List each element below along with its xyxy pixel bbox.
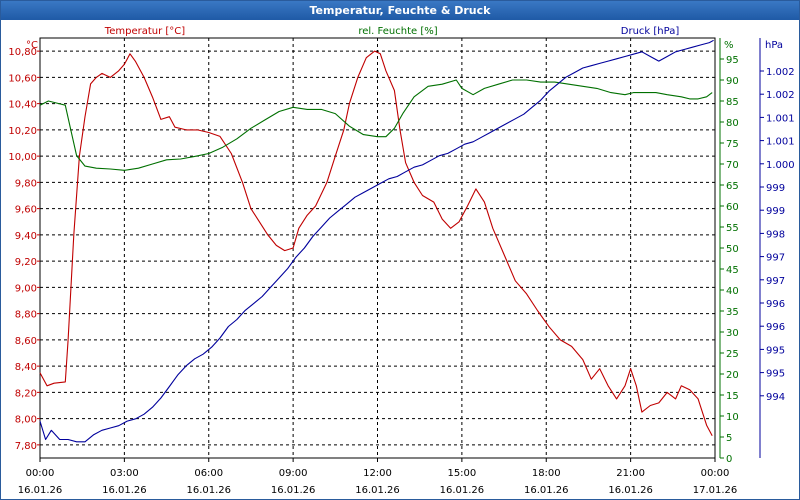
pressure-tick-label: 996 (766, 322, 785, 333)
pressure-line (39, 39, 714, 443)
pressure-tick-label: 1.002 (766, 67, 795, 78)
temperature-tick-label: 9,20 (15, 257, 37, 268)
x-tick-label: 09:00 (279, 468, 308, 479)
x-date-label: 17.01.26 (693, 485, 738, 496)
humidity-tick-label: 25 (726, 349, 739, 360)
temperature-tick-label: 9,40 (15, 231, 37, 242)
humidity-tick-label: 0 (726, 454, 732, 465)
pressure-unit: hPa (765, 40, 783, 51)
title-bar: Temperatur, Feuchte & Druck (1, 1, 799, 20)
temperature-tick-label: 10,20 (8, 126, 37, 137)
humidity-tick-label: 5 (726, 433, 732, 444)
x-date-label: 16.01.26 (440, 485, 485, 496)
pressure-tick-label: 1.001 (766, 137, 795, 148)
humidity-tick-label: 90 (726, 76, 739, 87)
temperature-tick-label: 8,40 (15, 362, 37, 373)
humidity-unit: % (724, 40, 734, 51)
x-tick-label: 21:00 (616, 468, 645, 479)
temperature-tick-label: 10,60 (8, 73, 37, 84)
humidity-tick-label: 75 (726, 139, 739, 150)
axes-group: 00:00 16.01.26 03:00 16.01.26 06:00 16.01.26 0… (8, 38, 795, 496)
temperature-tick-label: 8,20 (15, 388, 37, 399)
humidity-tick-label: 95 (726, 55, 739, 66)
x-tick-label: 06:00 (194, 468, 223, 479)
window-title: Temperatur, Feuchte & Druck (309, 4, 491, 17)
humidity-tick-label: 60 (726, 202, 739, 213)
humidity-tick-label: 65 (726, 181, 739, 192)
temperature-tick-label: 10,40 (8, 100, 37, 111)
humidity-tick-label: 45 (726, 265, 739, 276)
pressure-tick-label: 1.001 (766, 113, 795, 124)
temperature-tick-label: 8,00 (15, 415, 37, 426)
temperature-tick-label: 8,60 (15, 336, 37, 347)
humidity-line (39, 79, 713, 171)
pressure-tick-label: 995 (766, 369, 785, 380)
humidity-tick-label: 80 (726, 118, 739, 129)
pressure-series-label: Druck [hPa] (621, 26, 680, 37)
x-date-label: 16.01.26 (608, 485, 653, 496)
pressure-tick-label: 995 (766, 345, 785, 356)
x-tick-label: 00:00 (26, 468, 55, 479)
humidity-tick-label: 40 (726, 286, 739, 297)
pressure-tick-label: 996 (766, 299, 785, 310)
x-tick-label: 12:00 (363, 468, 392, 479)
x-date-label: 16.01.26 (524, 485, 569, 496)
humidity-tick-label: 20 (726, 370, 739, 381)
pressure-tick-label: 1.000 (766, 160, 795, 171)
x-tick-label: 15:00 (447, 468, 476, 479)
temperature-line (39, 50, 713, 436)
x-date-label: 16.01.26 (355, 485, 400, 496)
humidity-series-label: rel. Feuchte [%] (358, 26, 437, 37)
temperature-tick-label: 8,80 (15, 310, 37, 321)
pressure-tick-label: 997 (766, 276, 785, 287)
temperature-tick-label: 10,00 (8, 152, 37, 163)
temperature-tick-label: 9,80 (15, 178, 37, 189)
humidity-tick-label: 10 (726, 412, 739, 423)
pressure-tick-label: 998 (766, 229, 785, 240)
temperature-series-label: Temperatur [°C] (104, 26, 185, 37)
x-date-label: 16.01.26 (102, 485, 147, 496)
humidity-tick-label: 35 (726, 307, 739, 318)
x-tick-label: 18:00 (532, 468, 561, 479)
x-date-label: 16.01.26 (186, 485, 231, 496)
humidity-tick-label: 70 (726, 160, 739, 171)
series-group (39, 39, 714, 443)
humidity-tick-label: 85 (726, 97, 739, 108)
temperature-tick-label: 10,80 (8, 47, 37, 58)
humidity-tick-label: 15 (726, 391, 739, 402)
temperature-unit: °C (26, 40, 38, 51)
temperature-tick-label: 9,60 (15, 205, 37, 216)
humidity-tick-label: 30 (726, 328, 739, 339)
pressure-tick-label: 999 (766, 206, 785, 217)
temperature-tick-label: 9,00 (15, 283, 37, 294)
temperature-tick-label: 7,80 (15, 441, 37, 452)
pressure-tick-label: 994 (766, 392, 785, 403)
pressure-tick-label: 999 (766, 183, 785, 194)
x-date-label: 16.01.26 (271, 485, 316, 496)
humidity-tick-label: 50 (726, 244, 739, 255)
pressure-tick-label: 1.002 (766, 90, 795, 101)
x-tick-label: 00:00 (701, 468, 730, 479)
x-date-label: 16.01.26 (18, 485, 63, 496)
humidity-tick-label: 55 (726, 223, 739, 234)
pressure-tick-label: 997 (766, 253, 785, 264)
x-tick-label: 03:00 (110, 468, 139, 479)
